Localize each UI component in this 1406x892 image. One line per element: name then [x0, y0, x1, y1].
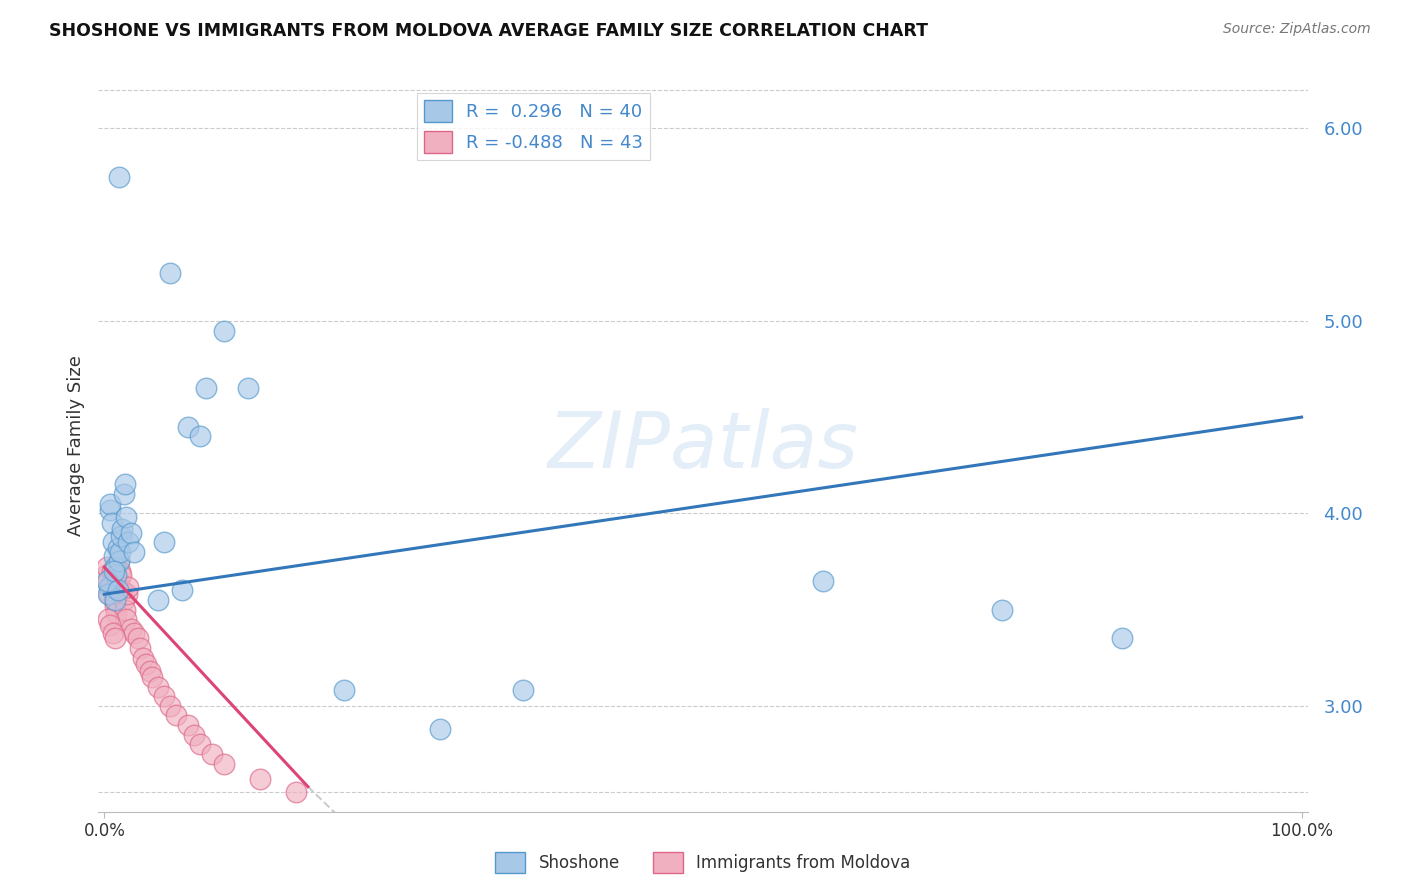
Point: [110, 568, 132, 582]
Point: [117, 535, 139, 549]
Point: [120, 525, 142, 540]
Point: [97, 587, 120, 601]
Point: [195, 381, 218, 395]
Point: [107, 541, 129, 555]
Point: [124, 625, 146, 640]
Point: [129, 641, 152, 656]
Point: [512, 683, 534, 698]
Point: [100, 564, 122, 578]
Point: [141, 670, 163, 684]
Point: [100, 580, 122, 594]
Point: [183, 728, 205, 742]
Point: [114, 477, 136, 491]
Point: [333, 683, 356, 698]
Point: [104, 593, 127, 607]
Point: [124, 545, 146, 559]
Point: [139, 664, 162, 678]
Point: [212, 756, 235, 771]
Point: [107, 554, 129, 568]
Point: [100, 497, 122, 511]
Legend: R =  0.296   N = 40, R = -0.488   N = 43: R = 0.296 N = 40, R = -0.488 N = 43: [418, 93, 650, 161]
Point: [100, 516, 122, 530]
Point: [120, 622, 142, 636]
Point: [115, 587, 138, 601]
Point: [188, 429, 211, 443]
Point: [101, 535, 124, 549]
Point: [105, 607, 128, 621]
Point: [153, 690, 176, 704]
Point: [108, 564, 131, 578]
Point: [104, 632, 127, 646]
Point: [135, 657, 157, 671]
Point: [107, 583, 129, 598]
Point: [107, 554, 129, 568]
Point: [212, 324, 235, 338]
Point: [236, 381, 259, 395]
Point: [97, 612, 120, 626]
Point: [249, 772, 271, 786]
Point: [177, 718, 200, 732]
Point: [112, 593, 135, 607]
Point: [107, 169, 129, 184]
Point: [103, 593, 125, 607]
Point: [153, 535, 176, 549]
Point: [103, 564, 125, 578]
Y-axis label: Average Family Size: Average Family Size: [66, 356, 84, 536]
Point: [284, 785, 307, 799]
Text: ZIPatlas: ZIPatlas: [547, 408, 859, 484]
Point: [111, 583, 134, 598]
Point: [132, 650, 155, 665]
Point: [101, 583, 124, 598]
Point: [112, 487, 135, 501]
Point: [98, 587, 121, 601]
Point: [104, 560, 127, 574]
Point: [127, 632, 149, 646]
Point: [201, 747, 224, 761]
Point: [148, 680, 170, 694]
Point: [429, 722, 451, 736]
Point: [110, 529, 132, 543]
Point: [159, 698, 181, 713]
Point: [115, 510, 138, 524]
Point: [117, 580, 139, 594]
Point: [159, 266, 181, 280]
Point: [111, 522, 134, 536]
Point: [101, 625, 124, 640]
Point: [98, 580, 121, 594]
Point: [104, 599, 127, 613]
Point: [115, 612, 138, 626]
Point: [97, 574, 120, 588]
Point: [108, 545, 131, 559]
Point: [991, 602, 1014, 616]
Point: [103, 549, 125, 563]
Point: [165, 708, 187, 723]
Point: [107, 574, 129, 588]
Point: [1111, 632, 1133, 646]
Point: [100, 618, 122, 632]
Text: SHOSHONE VS IMMIGRANTS FROM MOLDOVA AVERAGE FAMILY SIZE CORRELATION CHART: SHOSHONE VS IMMIGRANTS FROM MOLDOVA AVER…: [49, 22, 928, 40]
Point: [96, 560, 118, 574]
Point: [114, 602, 136, 616]
Text: Source: ZipAtlas.com: Source: ZipAtlas.com: [1223, 22, 1371, 37]
Point: [172, 583, 194, 598]
Point: [100, 502, 122, 516]
Point: [811, 574, 834, 588]
Point: [96, 574, 118, 588]
Point: [177, 419, 200, 434]
Point: [188, 737, 211, 751]
Legend: Shoshone, Immigrants from Moldova: Shoshone, Immigrants from Moldova: [488, 846, 918, 880]
Point: [94, 568, 117, 582]
Point: [148, 593, 170, 607]
Point: [105, 568, 128, 582]
